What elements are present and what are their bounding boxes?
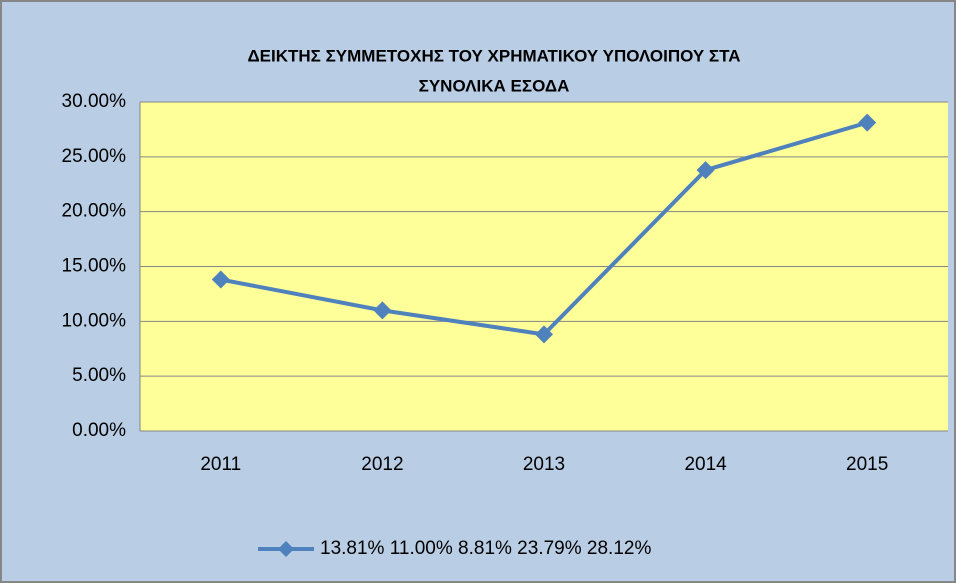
marker [858,113,877,132]
y-tick-label: 30.00% [62,91,127,112]
y-tick-label: 25.00% [62,146,127,167]
chart-title: ΔΕΙΚΤΗΣ ΣΥΜΜΕΤΟΧΗΣ ΤΟΥ ΧΡΗΜΑΤΙΚΟΥ ΥΠΟΛΟΙ… [247,46,740,65]
legend-marker [278,541,294,557]
y-tick-label: 20.00% [62,201,127,222]
y-tick-label: 0.00% [72,420,126,441]
y-tick-label: 5.00% [72,365,126,386]
marker [373,301,392,320]
x-tick-label: 2011 [200,454,241,475]
marker [211,270,230,289]
x-tick-label: 2015 [846,454,888,475]
x-tick-label: 2013 [523,454,565,475]
x-tick-label: 2014 [684,454,727,475]
y-tick-label: 15.00% [62,256,127,277]
marker [696,161,715,180]
marker [535,325,553,344]
x-tick-label: 2012 [361,454,403,475]
legend-label: 13.81% 11.00% 8.81% 23.79% 28.12% [320,538,651,559]
y-tick-label: 10.00% [62,310,127,331]
chart-title: ΣΥΝΟΛΙΚΑ ΕΣΟΔΑ [419,76,570,95]
